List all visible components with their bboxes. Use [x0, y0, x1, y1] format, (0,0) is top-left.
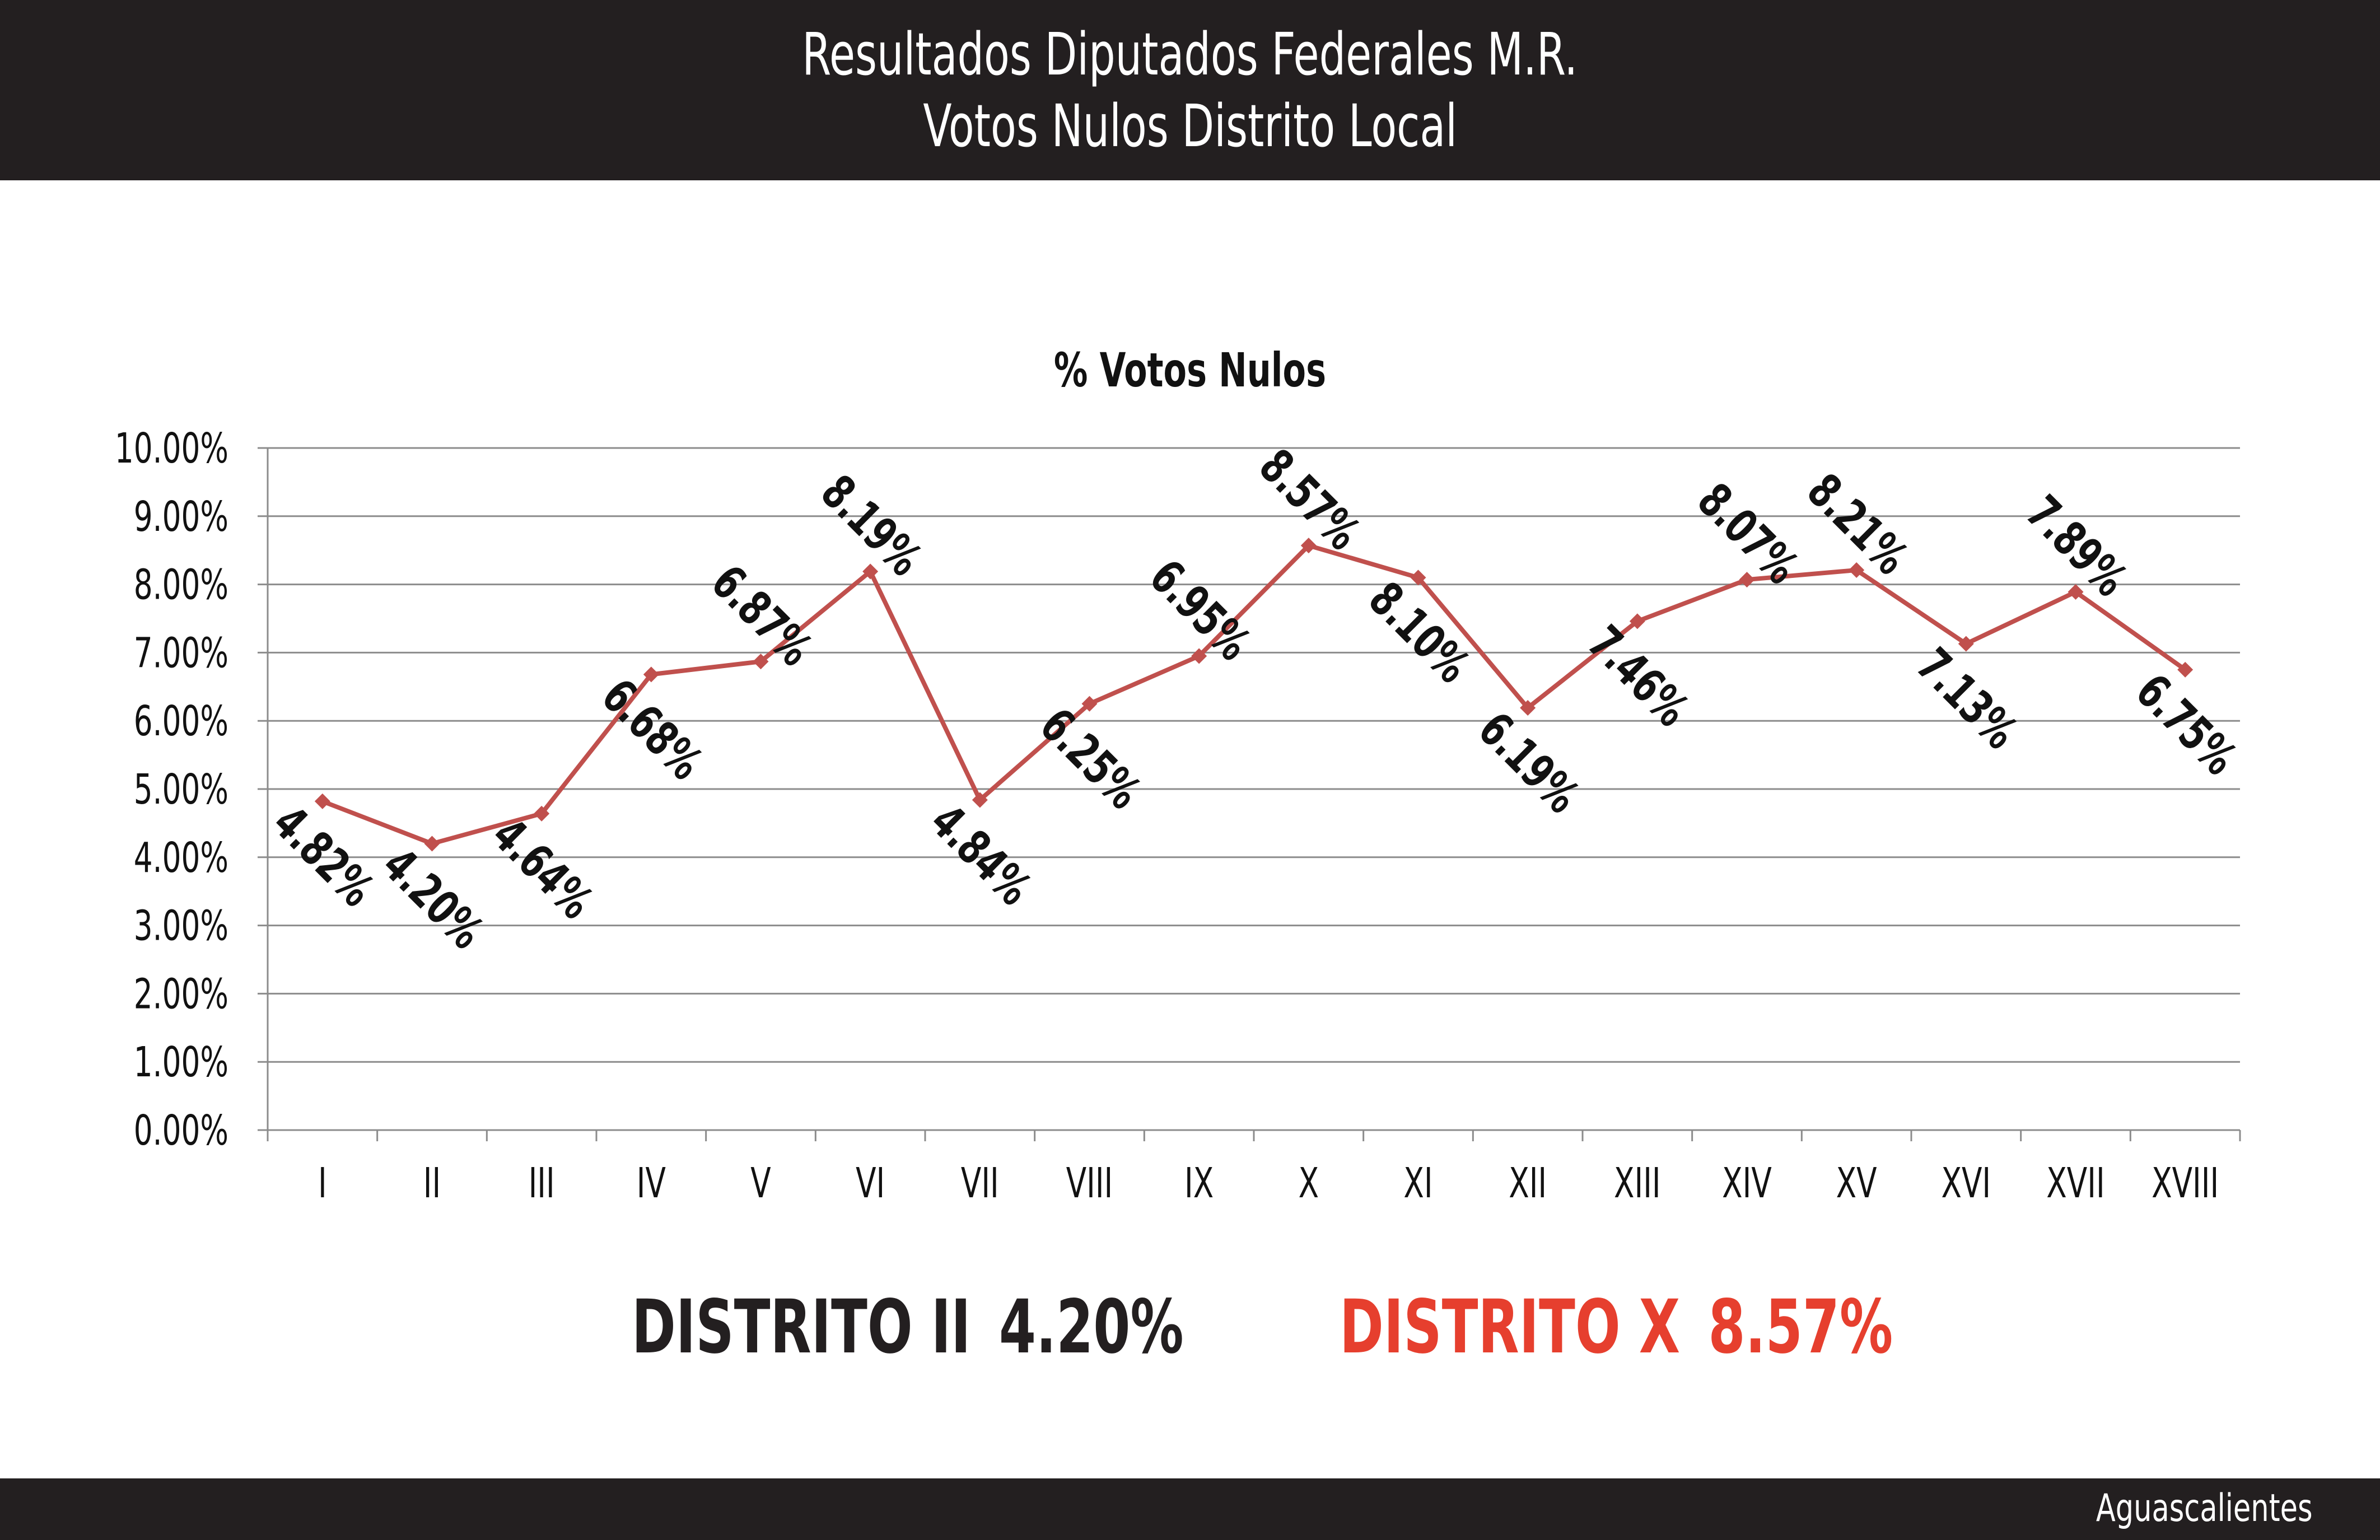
data-label: 8.10% — [1358, 572, 1480, 693]
series-path — [321, 543, 2187, 846]
data-label-group: 8.10% — [1358, 572, 1480, 693]
district-callouts: DISTRITO II 4.20% DISTRITO X 8.57% — [0, 1282, 2380, 1372]
x-tick-label: IX — [1184, 1159, 1214, 1207]
data-point — [314, 793, 330, 809]
x-tick-label: XV — [1836, 1159, 1877, 1207]
max-district-label: DISTRITO X — [1340, 1284, 1681, 1370]
data-point — [1629, 613, 1645, 629]
y-tick-label: 1.00% — [134, 1038, 228, 1086]
data-point — [1410, 570, 1426, 586]
max-district-callout: DISTRITO X 8.57% — [1340, 1282, 1921, 1372]
min-district-callout: DISTRITO II 4.20% — [632, 1282, 1212, 1372]
footer-bar: Aguascalientes — [0, 1478, 2380, 1540]
header-bar: Resultados Diputados Federales M.R. Voto… — [0, 0, 2380, 180]
y-tick-label: 7.00% — [134, 629, 228, 678]
min-district-label: DISTRITO II — [632, 1284, 971, 1370]
data-point — [1300, 538, 1317, 554]
x-tick-label: XVII — [2046, 1159, 2104, 1207]
data-label: 4.84% — [920, 794, 1042, 916]
data-label-group: 4.84% — [920, 794, 1042, 916]
x-tick-label: XIII — [1614, 1159, 1661, 1207]
y-tick-label: 5.00% — [134, 766, 228, 814]
footer-state: Aguascalientes — [2096, 1486, 2313, 1530]
y-axis: 0.00% 1.00% 2.00% 3.00% 4.00% 5.00% 6.00% 7.00%… — [115, 424, 269, 1155]
data-point — [643, 666, 659, 683]
y-tick-label: 3.00% — [134, 902, 228, 950]
grid-lines — [268, 447, 2240, 1063]
data-label-group: 7.46% — [1578, 615, 1699, 737]
series-line — [314, 538, 2194, 852]
header-subtitle: Votos Nulos Distrito Local — [923, 92, 1457, 160]
chart-title: % Votos Nulos — [1054, 343, 1326, 398]
data-point — [1849, 562, 1865, 578]
header-title: Resultados Diputados Federales M.R. — [802, 20, 1578, 88]
data-point — [1081, 696, 1098, 712]
data-label: 4.20% — [372, 838, 493, 959]
data-point — [972, 792, 988, 808]
data-label-group: 4.20% — [372, 838, 493, 959]
data-label: 7.46% — [1578, 615, 1699, 737]
y-tick-label: 9.00% — [134, 493, 228, 541]
data-point — [1739, 572, 1755, 588]
max-district-value: 8.57% — [1708, 1284, 1893, 1370]
y-tick-label: 10.00% — [115, 424, 228, 473]
data-point — [2177, 661, 2194, 678]
data-label: 7.13% — [1906, 638, 2028, 759]
x-tick-label: XIV — [1722, 1159, 1772, 1207]
data-point — [753, 654, 769, 670]
x-tick-label: II — [423, 1159, 441, 1207]
data-point — [1191, 648, 1207, 664]
y-tick-label: 8.00% — [134, 561, 228, 609]
data-label: 6.75% — [2125, 664, 2247, 786]
data-label-group: 6.25% — [1029, 698, 1151, 820]
y-tick-label: 6.00% — [134, 697, 228, 745]
data-point — [424, 836, 440, 852]
x-tick-label: I — [318, 1159, 327, 1207]
x-tick-label: XII — [1509, 1159, 1547, 1207]
data-label-group: 6.75% — [2125, 664, 2247, 786]
x-tick-label: VII — [961, 1159, 999, 1207]
x-tick-label: VI — [856, 1159, 885, 1207]
data-labels: 4.82%4.20%4.64%6.68%6.87%8.19%4.84%6.25%… — [263, 439, 2247, 960]
x-tick-label: X — [1299, 1159, 1319, 1207]
data-label: 6.25% — [1029, 698, 1151, 820]
x-tick-label: XVIII — [2152, 1159, 2219, 1207]
data-point — [1520, 700, 1536, 716]
data-point — [862, 563, 879, 580]
x-tick-label: III — [529, 1159, 555, 1207]
x-tick-label: XI — [1403, 1159, 1432, 1207]
line-chart: % Votos Nulos 0.00% 1.00% 2.00% 3.00% 4.00% 5… — [115, 343, 2247, 1207]
data-point — [2068, 584, 2084, 600]
y-tick-label: 2.00% — [134, 970, 228, 1019]
x-tick-label: XVI — [1942, 1159, 1991, 1207]
y-tick-label: 4.00% — [134, 834, 228, 882]
min-district-value: 4.20% — [998, 1284, 1184, 1370]
x-tick-label: V — [750, 1159, 771, 1207]
x-tick-label: VIII — [1066, 1159, 1113, 1207]
y-tick-label: 0.00% — [134, 1107, 228, 1155]
data-point — [1958, 636, 1974, 652]
x-tick-label: IV — [637, 1159, 666, 1207]
data-label-group: 7.13% — [1906, 638, 2028, 759]
x-axis: I II III IV V VI VII VIII IX X XI XII XIII XIV XV XVI XV… — [267, 1129, 2241, 1207]
data-point — [534, 805, 550, 822]
